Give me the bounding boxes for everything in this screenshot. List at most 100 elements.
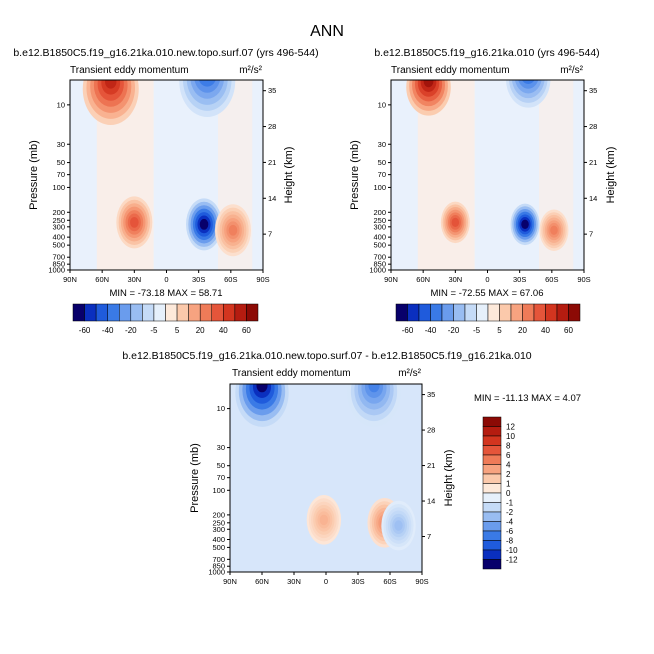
contour-level bbox=[256, 384, 268, 393]
y2-tick-label: 7 bbox=[589, 230, 593, 239]
colorbar-swatch bbox=[533, 303, 546, 322]
y-tick-label: 400 bbox=[373, 233, 386, 242]
y-tick-label: 30 bbox=[217, 443, 225, 452]
y2-tick-label: 28 bbox=[268, 122, 276, 131]
x-tick-label: 60S bbox=[383, 577, 396, 586]
panel-3-stats: MIN = -11.13 MAX = 4.07 bbox=[474, 393, 581, 404]
x-tick-label: 90S bbox=[256, 275, 269, 284]
panel-3: b.e12.B1850C5.f19_g16.21ka.010.new.topo.… bbox=[122, 350, 581, 586]
y-tick-label: 30 bbox=[57, 140, 65, 149]
y-tick-label: 50 bbox=[57, 158, 65, 167]
colorbar-swatch bbox=[441, 303, 454, 322]
y-tick-label: 50 bbox=[378, 158, 386, 167]
colorbar-label: -5 bbox=[150, 326, 158, 335]
colorbar-2: -60 -40 -20 -5 5 20 40 60 bbox=[395, 303, 581, 335]
colorbar-1: -60 -40 -20 -5 5 20 40 60 bbox=[72, 303, 259, 335]
colorbar-label: 8 bbox=[506, 442, 511, 451]
contour-level bbox=[550, 225, 558, 235]
colorbar-label: 20 bbox=[196, 326, 205, 335]
panel-1-units: m²/s² bbox=[239, 65, 262, 76]
y2-tick-label: 28 bbox=[589, 122, 597, 131]
y-tick-label: 30 bbox=[378, 140, 386, 149]
y-tick-label: 300 bbox=[52, 222, 65, 231]
colorbar-swatch bbox=[223, 303, 236, 322]
colorbar-label: 40 bbox=[541, 326, 550, 335]
colorbar-swatch bbox=[72, 303, 85, 322]
colorbar-label: -40 bbox=[425, 326, 437, 335]
contour-feature-1 bbox=[406, 80, 451, 116]
y-tick-label: 700 bbox=[212, 555, 225, 564]
contour-level bbox=[228, 224, 238, 236]
y2-tick-label: 35 bbox=[589, 86, 597, 95]
colorbar-swatch bbox=[482, 445, 502, 456]
panel-1-subtitle: Transient eddy momentum bbox=[70, 65, 189, 76]
colorbar-label: 40 bbox=[219, 326, 228, 335]
colorbar-label: 60 bbox=[242, 326, 251, 335]
colorbar-swatch bbox=[246, 303, 259, 322]
x-tick-label: 90N bbox=[63, 275, 77, 284]
y-tick-label: 400 bbox=[212, 535, 225, 544]
page-title: ANN bbox=[310, 23, 344, 40]
panel-2-subtitle: Transient eddy momentum bbox=[391, 65, 510, 76]
colorbar-swatch bbox=[95, 303, 108, 322]
panel-2-title: b.e12.B1850C5.f19_g16.21ka.010 (yrs 496-… bbox=[374, 47, 599, 59]
y-tick-label: 700 bbox=[52, 253, 65, 262]
contour-feature-3 bbox=[510, 203, 540, 246]
panel-3-y2label: Height (km) bbox=[443, 450, 455, 507]
panel-2-y2label: Height (km) bbox=[605, 147, 617, 204]
colorbar-label: 5 bbox=[497, 326, 502, 335]
colorbar-label: 2 bbox=[506, 470, 511, 479]
y-tick-label: 100 bbox=[212, 486, 225, 495]
y2-tick-label: 7 bbox=[268, 230, 272, 239]
colorbar-swatch bbox=[119, 303, 132, 322]
x-tick-label: 60N bbox=[95, 275, 109, 284]
y-tick-label: 850 bbox=[212, 562, 225, 571]
panel-3-subtitle: Transient eddy momentum bbox=[232, 368, 351, 379]
y-tick-label: 200 bbox=[212, 510, 225, 519]
y2-tick-label: 28 bbox=[427, 426, 435, 435]
x-tick-label: 90S bbox=[415, 577, 428, 586]
x-tick-label: 30S bbox=[192, 275, 205, 284]
x-tick-label: 60S bbox=[545, 275, 558, 284]
contour-level bbox=[204, 80, 210, 81]
y-tick-label: 100 bbox=[373, 183, 386, 192]
y2-tick-label: 21 bbox=[427, 461, 435, 470]
panel-1-y2label: Height (km) bbox=[283, 147, 295, 204]
colorbar-swatch bbox=[476, 303, 489, 322]
colorbar-label: -60 bbox=[79, 326, 91, 335]
y2-tick-label: 35 bbox=[427, 390, 435, 399]
contour-level bbox=[194, 80, 221, 93]
x-tick-label: 30N bbox=[287, 577, 301, 586]
y-tick-label: 850 bbox=[373, 260, 386, 269]
y-tick-label: 1000 bbox=[208, 568, 225, 577]
colorbar-swatch bbox=[395, 303, 408, 322]
contour-feature-3 bbox=[306, 495, 342, 545]
panel-1-ylabel: Pressure (mb) bbox=[28, 140, 40, 210]
colorbar-label: -4 bbox=[506, 518, 514, 527]
contour-feature-2 bbox=[347, 384, 401, 427]
colorbar-swatch bbox=[482, 426, 502, 437]
colorbar-label: -12 bbox=[506, 556, 518, 565]
contour-level bbox=[521, 219, 529, 230]
contour-level bbox=[319, 514, 329, 526]
colorbar-swatch bbox=[199, 303, 212, 322]
panel-3-title: b.e12.B1850C5.f19_g16.21ka.010.new.topo.… bbox=[122, 350, 531, 362]
panel-1-field bbox=[70, 80, 263, 270]
y-tick-label: 300 bbox=[373, 222, 386, 231]
x-tick-label: 0 bbox=[485, 275, 489, 284]
colorbar-swatch bbox=[482, 549, 502, 560]
contour-level bbox=[130, 216, 139, 228]
panel-2-ylabel: Pressure (mb) bbox=[349, 140, 361, 210]
colorbar-label: 0 bbox=[506, 489, 511, 498]
panel-1-stats: MIN = -73.18 MAX = 58.71 bbox=[109, 288, 222, 299]
panel-1-title: b.e12.B1850C5.f19_g16.21ka.010.new.topo.… bbox=[13, 47, 318, 59]
panel-3-ylabel: Pressure (mb) bbox=[189, 443, 201, 513]
y2-tick-label: 14 bbox=[427, 497, 435, 506]
colorbar-swatch bbox=[568, 303, 581, 322]
panel-2: b.e12.B1850C5.f19_g16.21ka.010 (yrs 496-… bbox=[349, 47, 617, 299]
contour-feature-1 bbox=[235, 384, 289, 427]
contour-feature-5 bbox=[505, 80, 551, 108]
colorbar-label: -1 bbox=[506, 499, 514, 508]
